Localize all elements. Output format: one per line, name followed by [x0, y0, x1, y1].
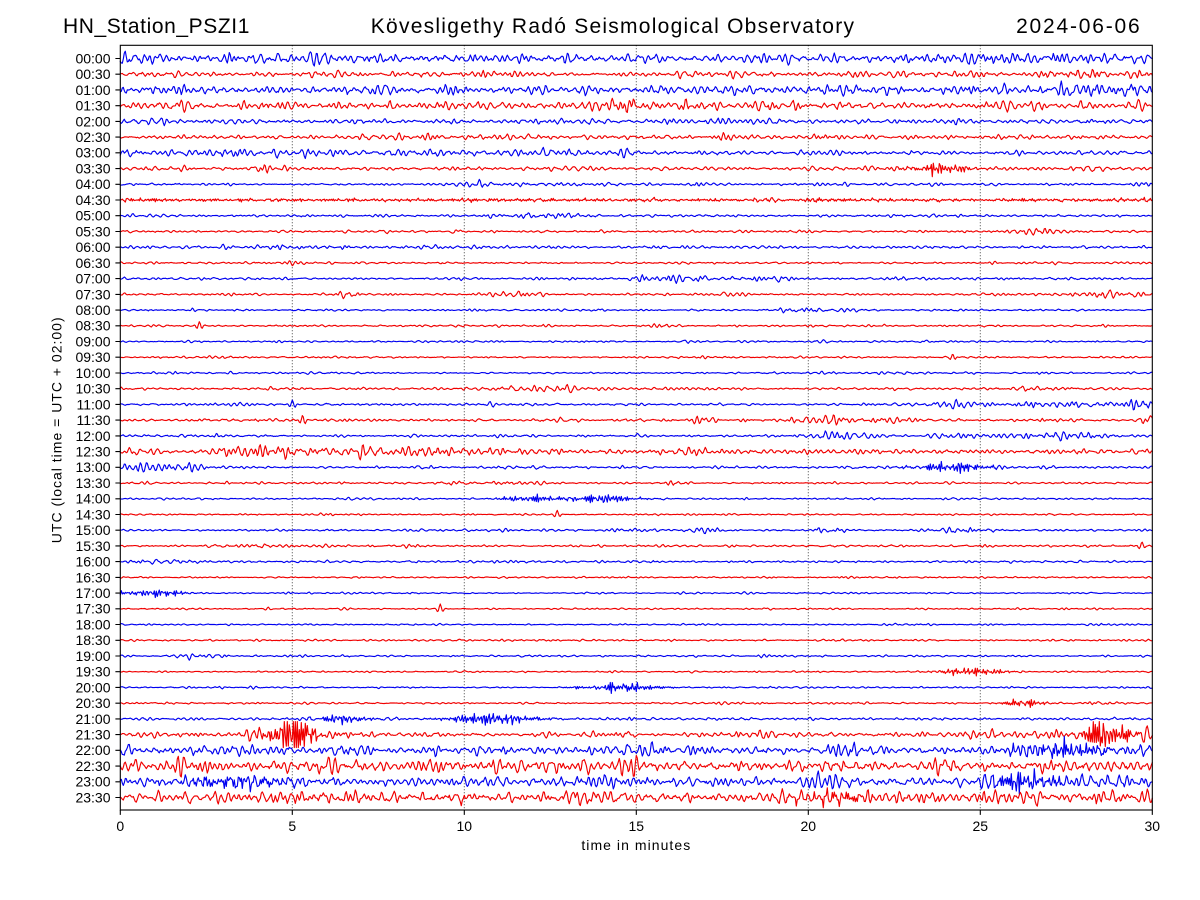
svg-text:20:30: 20:30	[75, 695, 110, 711]
svg-text:25: 25	[973, 818, 989, 834]
svg-text:10:00: 10:00	[75, 365, 110, 381]
svg-text:15:00: 15:00	[75, 522, 110, 538]
svg-text:0: 0	[116, 818, 124, 834]
svg-text:10: 10	[457, 818, 473, 834]
svg-text:14:30: 14:30	[75, 506, 110, 522]
svg-text:08:30: 08:30	[75, 318, 110, 334]
svg-text:06:00: 06:00	[75, 239, 110, 255]
svg-text:03:00: 03:00	[75, 145, 110, 161]
svg-text:17:30: 17:30	[75, 601, 110, 617]
svg-text:19:00: 19:00	[75, 648, 110, 664]
svg-text:20: 20	[801, 818, 817, 834]
svg-text:10:30: 10:30	[75, 381, 110, 397]
svg-text:time in minutes: time in minutes	[581, 837, 691, 853]
svg-text:06:30: 06:30	[75, 255, 110, 271]
svg-text:01:00: 01:00	[75, 82, 110, 98]
svg-text:15:30: 15:30	[75, 538, 110, 554]
svg-text:04:30: 04:30	[75, 192, 110, 208]
svg-text:09:00: 09:00	[75, 333, 110, 349]
svg-text:20:00: 20:00	[75, 679, 110, 695]
svg-text:02:00: 02:00	[75, 113, 110, 129]
svg-text:15: 15	[629, 818, 645, 834]
svg-text:HN_Station_PSZI1: HN_Station_PSZI1	[63, 15, 250, 38]
svg-text:00:00: 00:00	[75, 50, 110, 66]
svg-text:09:30: 09:30	[75, 349, 110, 365]
svg-text:02:30: 02:30	[75, 129, 110, 145]
svg-text:14:00: 14:00	[75, 491, 110, 507]
svg-text:04:00: 04:00	[75, 176, 110, 192]
svg-text:23:00: 23:00	[75, 774, 110, 790]
svg-text:21:00: 21:00	[75, 711, 110, 727]
svg-text:22:30: 22:30	[75, 758, 110, 774]
svg-text:13:30: 13:30	[75, 475, 110, 491]
svg-text:UTC (local time = UTC + 02:00): UTC (local time = UTC + 02:00)	[49, 316, 65, 543]
svg-text:22:00: 22:00	[75, 742, 110, 758]
svg-text:11:00: 11:00	[77, 396, 111, 412]
svg-text:12:30: 12:30	[75, 444, 110, 460]
svg-text:12:00: 12:00	[75, 428, 110, 444]
svg-text:07:00: 07:00	[75, 271, 110, 287]
svg-text:05:00: 05:00	[75, 208, 110, 224]
svg-text:19:30: 19:30	[75, 664, 110, 680]
svg-text:30: 30	[1145, 818, 1161, 834]
svg-text:23:30: 23:30	[75, 789, 110, 805]
svg-text:01:30: 01:30	[75, 98, 110, 114]
svg-text:18:00: 18:00	[75, 616, 110, 632]
svg-text:08:00: 08:00	[75, 302, 110, 318]
svg-text:17:00: 17:00	[75, 585, 110, 601]
svg-text:07:30: 07:30	[75, 286, 110, 302]
svg-text:16:00: 16:00	[75, 554, 110, 570]
svg-text:16:30: 16:30	[75, 569, 110, 585]
svg-text:11:30: 11:30	[77, 412, 111, 428]
svg-text:5: 5	[288, 818, 296, 834]
svg-text:03:30: 03:30	[75, 161, 110, 177]
svg-text:05:30: 05:30	[75, 223, 110, 239]
svg-text:21:30: 21:30	[75, 727, 110, 743]
svg-text:00:30: 00:30	[75, 66, 110, 82]
svg-text:18:30: 18:30	[75, 632, 110, 648]
svg-text:2024-06-06: 2024-06-06	[1016, 15, 1141, 38]
svg-text:Kövesligethy Radó Seismologica: Kövesligethy Radó Seismological Observat…	[371, 15, 855, 38]
svg-text:13:00: 13:00	[75, 459, 110, 475]
